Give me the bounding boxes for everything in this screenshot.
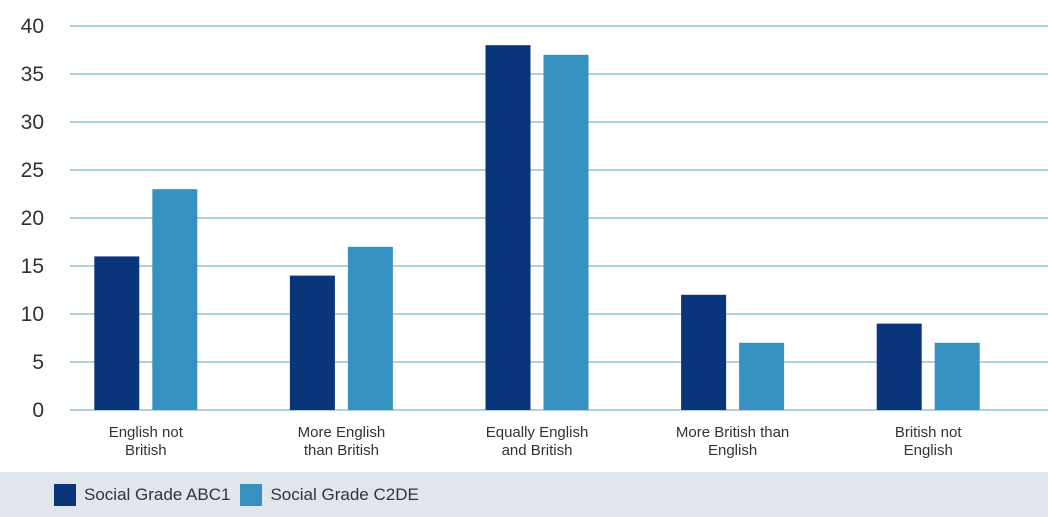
y-tick-label-20: 20	[21, 207, 44, 230]
x-tick-label-0-line1: British	[125, 442, 167, 459]
legend-item-abc1: Social Grade ABC1	[54, 483, 231, 506]
x-tick-label-3-line1: English	[708, 442, 757, 459]
bar-series0-cat3	[681, 294, 727, 410]
y-tick-label-0: 0	[32, 399, 44, 422]
x-tick-label-1-line1: than British	[304, 442, 379, 459]
x-tick-label-2-line0: Equally English	[486, 424, 589, 441]
x-tick-label-3-line0: More British than	[676, 424, 789, 441]
bar-series1-cat4	[934, 342, 980, 410]
bar-series1-cat0	[152, 189, 198, 410]
bar-series0-cat0	[94, 256, 140, 410]
y-tick-label-25: 25	[21, 159, 44, 182]
legend-swatch-c2de	[240, 483, 263, 506]
legend-swatch-abc1	[54, 483, 76, 506]
legend: Social Grade ABC1 Social Grade C2DE	[0, 472, 1048, 517]
y-tick-label-15: 15	[21, 255, 44, 278]
legend-label-abc1: Social Grade ABC1	[84, 484, 231, 504]
bar-series1-cat3	[739, 342, 785, 410]
bar-series0-cat1	[289, 275, 335, 410]
bar-series0-cat4	[876, 323, 922, 410]
x-tick-label-2-line1: and British	[502, 442, 573, 459]
x-tick-label-4-line1: English	[904, 442, 953, 459]
bar-series0-cat2	[485, 45, 531, 410]
legend-label-c2de: Social Grade C2DE	[270, 484, 419, 504]
y-tick-label-5: 5	[32, 351, 44, 374]
y-tick-label-40: 40	[21, 15, 44, 38]
x-tick-label-1-line0: More English	[298, 424, 386, 441]
y-tick-label-35: 35	[21, 63, 44, 86]
y-tick-label-10: 10	[21, 303, 44, 326]
bar-series1-cat1	[347, 246, 393, 410]
legend-item-c2de: Social Grade C2DE	[240, 483, 419, 506]
chart-area: 0 5 10 15 20 25 30 35 40 English not British More E…	[21, 15, 1048, 459]
x-tick-label-4-line0: British not	[895, 424, 963, 441]
y-tick-label-30: 30	[21, 111, 44, 134]
bar-series1-cat2	[543, 54, 589, 411]
x-tick-label-0-line0: English not	[109, 424, 184, 441]
